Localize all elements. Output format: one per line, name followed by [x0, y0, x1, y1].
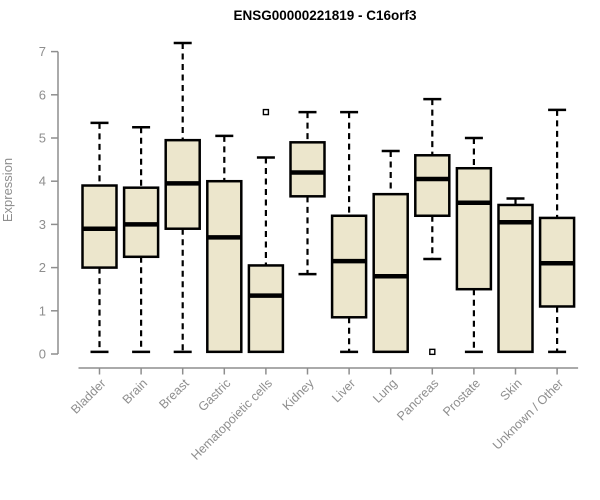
iqr-box: [497, 203, 534, 354]
x-axis-category-label: Hematopoietic cells: [188, 376, 275, 463]
y-axis-tick-label: 2: [39, 260, 46, 275]
x-axis-category-label: Pancreas: [394, 376, 441, 423]
box-group-breast: [164, 41, 201, 354]
iqr-box: [289, 141, 326, 198]
x-axis-category-label: Lung: [370, 376, 400, 406]
box-group-lung: [372, 149, 409, 354]
x-axis-category-label: Unknown / Other: [490, 376, 566, 452]
y-axis-tick-label: 0: [39, 347, 46, 362]
y-axis-tick-label: 3: [39, 217, 46, 232]
x-axis-category-label: Brain: [120, 376, 151, 407]
x-axis-category-label: Prostate: [440, 376, 483, 419]
y-axis: 0 1 2 3 4 5 6 7 Expression: [0, 44, 59, 362]
iqr-box: [372, 192, 409, 354]
box-group-kidney: [289, 110, 326, 276]
y-axis-tick-label: 6: [39, 87, 46, 102]
box-group-pancreas: [414, 97, 451, 356]
box-group-liver: [330, 110, 368, 354]
y-axis-tick-label: 7: [39, 44, 46, 59]
box-group-unknown-other: [538, 108, 576, 354]
x-axis-category-label: Kidney: [280, 376, 317, 413]
iqr-box: [206, 179, 243, 354]
y-axis-tick-label: 1: [39, 303, 46, 318]
y-axis-label: Expression: [0, 158, 15, 222]
x-axis-category-label: Liver: [329, 376, 358, 405]
iqr-box: [247, 264, 285, 354]
outlier-point: [262, 108, 270, 116]
box-group-skin: [497, 197, 534, 354]
chart-title: ENSG00000221819 - C16orf3: [233, 8, 417, 23]
x-axis-category-label: Bladder: [68, 376, 108, 416]
box-group-bladder: [81, 121, 118, 354]
box-group-hematopoietic-cells: [247, 108, 285, 354]
x-axis-category-label: Skin: [498, 376, 525, 403]
iqr-box: [455, 166, 493, 291]
box-group-gastric: [206, 134, 243, 354]
iqr-box: [330, 214, 368, 319]
iqr-box: [414, 154, 451, 218]
outlier-point: [429, 348, 436, 356]
x-axis-category-label: Gastric: [196, 376, 234, 414]
box-group-brain: [122, 125, 160, 354]
y-axis-tick-label: 5: [39, 131, 46, 146]
box-group-prostate: [455, 136, 493, 354]
x-axis-category-label: Breast: [156, 376, 192, 412]
y-axis-tick-label: 4: [39, 174, 46, 189]
